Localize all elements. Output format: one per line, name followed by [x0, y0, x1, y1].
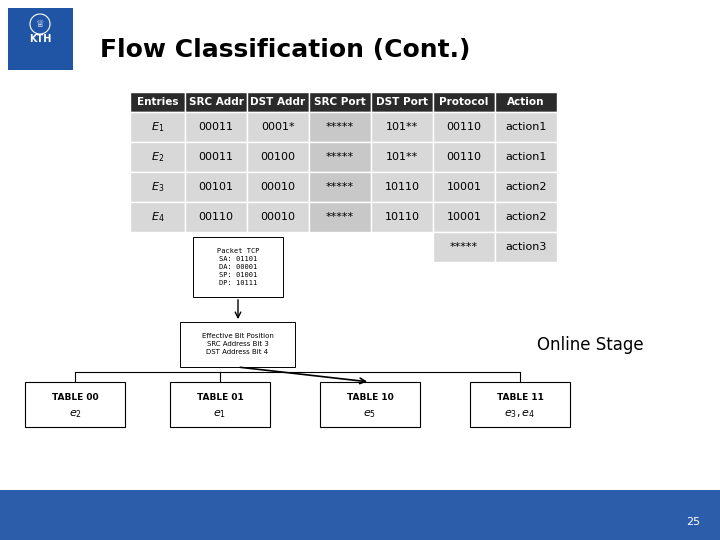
- Bar: [130, 172, 185, 202]
- Bar: [433, 202, 495, 232]
- Text: 00110: 00110: [199, 212, 233, 222]
- Text: 10001: 10001: [446, 182, 482, 192]
- Bar: [193, 237, 283, 297]
- Text: *****: *****: [326, 182, 354, 192]
- Bar: [247, 202, 309, 232]
- Text: action2: action2: [505, 212, 546, 222]
- Text: 00101: 00101: [199, 182, 233, 192]
- Bar: [309, 112, 371, 142]
- Text: TABLE 11: TABLE 11: [497, 393, 544, 402]
- Text: 00100: 00100: [261, 152, 295, 162]
- Bar: [25, 382, 125, 427]
- Bar: [495, 92, 557, 112]
- Bar: [0, 478, 65, 490]
- Text: 25: 25: [686, 517, 700, 527]
- Text: Online Stage: Online Stage: [536, 335, 643, 354]
- Bar: [185, 92, 247, 112]
- Text: *****: *****: [326, 152, 354, 162]
- Text: 10110: 10110: [384, 182, 420, 192]
- Text: $E_{3}$: $E_{3}$: [151, 180, 164, 194]
- Bar: [433, 142, 495, 172]
- Bar: [0, 490, 720, 540]
- Bar: [247, 112, 309, 142]
- Bar: [309, 92, 371, 112]
- Text: TABLE 00: TABLE 00: [52, 393, 99, 402]
- Bar: [180, 322, 295, 367]
- Bar: [309, 202, 371, 232]
- Text: TABLE 01: TABLE 01: [197, 393, 243, 402]
- Text: SRC Addr: SRC Addr: [189, 97, 243, 107]
- Text: 10001: 10001: [446, 212, 482, 222]
- Text: SRC Port: SRC Port: [314, 97, 366, 107]
- Text: Effective Bit Position
SRC Address Bit 3
DST Address Bit 4: Effective Bit Position SRC Address Bit 3…: [202, 334, 274, 355]
- Bar: [185, 142, 247, 172]
- Text: action1: action1: [505, 122, 546, 132]
- Bar: [170, 382, 270, 427]
- Bar: [433, 232, 495, 262]
- Bar: [320, 382, 420, 427]
- Text: $e_{3}, e_{4}$: $e_{3}, e_{4}$: [505, 408, 536, 420]
- Text: Flow Classification (Cont.): Flow Classification (Cont.): [100, 38, 470, 62]
- Text: DST Port: DST Port: [376, 97, 428, 107]
- Text: 00011: 00011: [199, 122, 233, 132]
- Bar: [495, 232, 557, 262]
- Text: TABLE 10: TABLE 10: [346, 393, 393, 402]
- Bar: [247, 92, 309, 112]
- Bar: [433, 172, 495, 202]
- Bar: [433, 92, 495, 112]
- Bar: [247, 172, 309, 202]
- Bar: [130, 142, 185, 172]
- Text: 101**: 101**: [386, 122, 418, 132]
- Text: *****: *****: [326, 212, 354, 222]
- Text: action3: action3: [505, 242, 546, 252]
- Text: ♕: ♕: [35, 19, 45, 29]
- Text: Protocol: Protocol: [439, 97, 489, 107]
- Text: action1: action1: [505, 152, 546, 162]
- Bar: [247, 142, 309, 172]
- Text: $e_{5}$: $e_{5}$: [364, 408, 377, 420]
- Bar: [371, 92, 433, 112]
- Text: $e_{2}$: $e_{2}$: [68, 408, 81, 420]
- Text: Packet TCP
SA: 01101
DA: 00001
SP: 01001
DP: 10111: Packet TCP SA: 01101 DA: 00001 SP: 01001…: [217, 248, 259, 286]
- Bar: [309, 142, 371, 172]
- Text: 00010: 00010: [261, 212, 295, 222]
- Bar: [495, 172, 557, 202]
- Text: 00110: 00110: [446, 152, 482, 162]
- Text: KTH: KTH: [29, 34, 51, 44]
- Bar: [371, 202, 433, 232]
- Bar: [371, 172, 433, 202]
- Text: $E_{2}$: $E_{2}$: [151, 150, 164, 164]
- Bar: [130, 202, 185, 232]
- Text: $E_{4}$: $E_{4}$: [150, 210, 164, 224]
- Text: 00011: 00011: [199, 152, 233, 162]
- Bar: [185, 112, 247, 142]
- Text: Entries: Entries: [137, 97, 179, 107]
- Text: 101**: 101**: [386, 152, 418, 162]
- Bar: [495, 112, 557, 142]
- Bar: [130, 112, 185, 142]
- Text: 0001*: 0001*: [261, 122, 294, 132]
- Bar: [495, 142, 557, 172]
- Bar: [185, 172, 247, 202]
- Bar: [309, 172, 371, 202]
- Bar: [8, 8, 73, 70]
- Text: 00110: 00110: [446, 122, 482, 132]
- Bar: [371, 142, 433, 172]
- Text: $e_{1}$: $e_{1}$: [213, 408, 227, 420]
- Bar: [495, 202, 557, 232]
- Bar: [130, 92, 185, 112]
- Bar: [433, 112, 495, 142]
- Text: *****: *****: [326, 122, 354, 132]
- Bar: [470, 382, 570, 427]
- Text: DST Addr: DST Addr: [251, 97, 305, 107]
- Text: 10110: 10110: [384, 212, 420, 222]
- Text: *****: *****: [450, 242, 478, 252]
- Text: action2: action2: [505, 182, 546, 192]
- Bar: [371, 112, 433, 142]
- Text: Action: Action: [508, 97, 545, 107]
- Text: $E_{1}$: $E_{1}$: [151, 120, 164, 134]
- Text: 00010: 00010: [261, 182, 295, 192]
- Bar: [185, 202, 247, 232]
